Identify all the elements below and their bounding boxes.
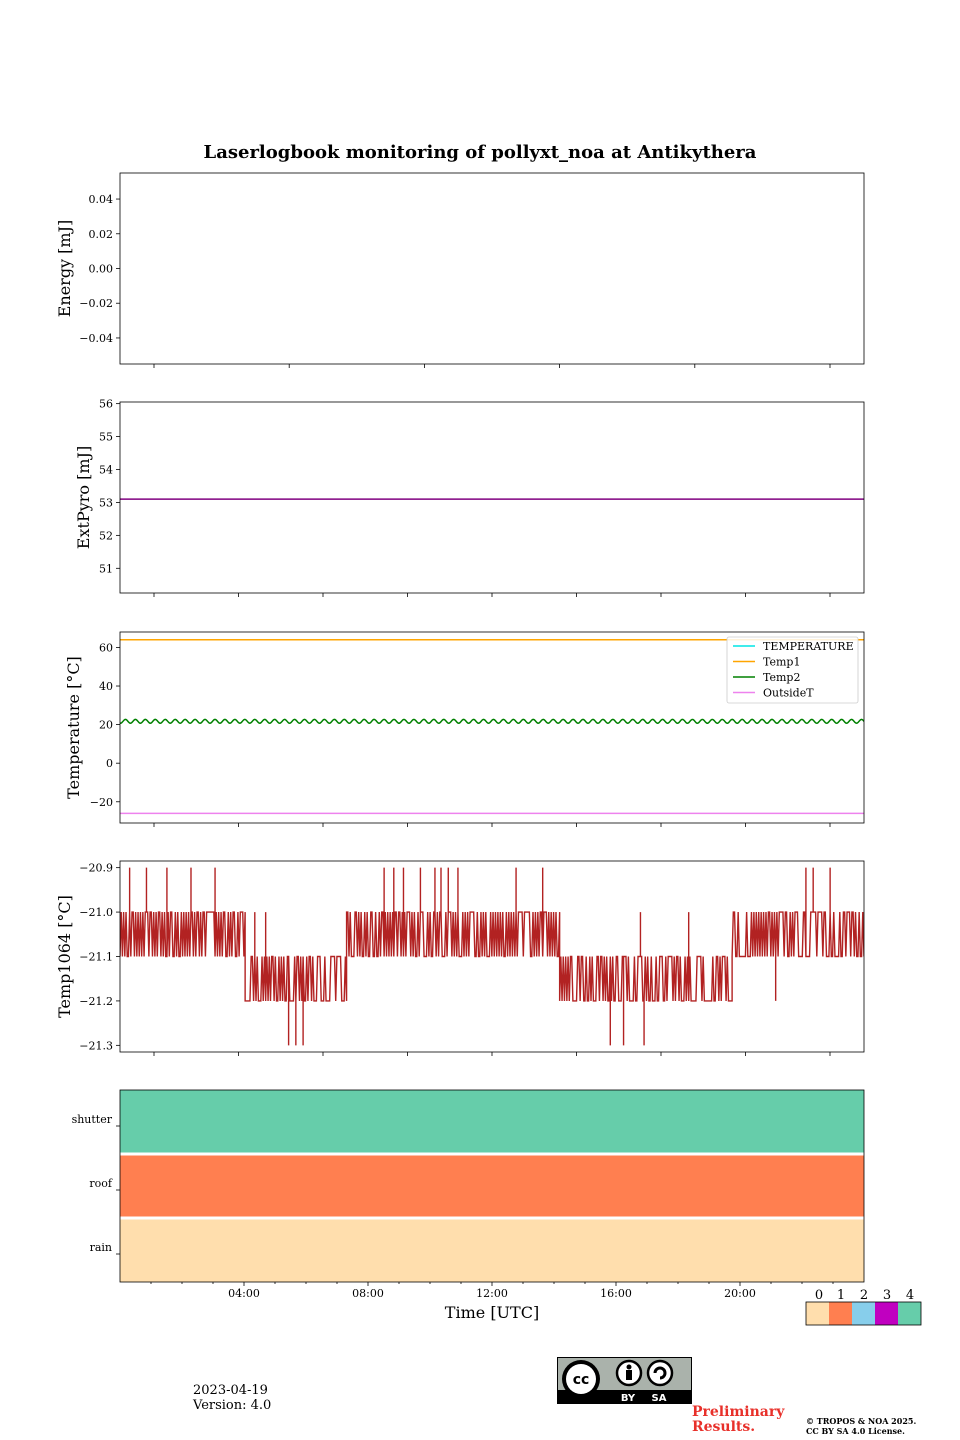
y-tick-label: 0.02 — [89, 228, 114, 241]
y-tick-label: −21.3 — [79, 1039, 113, 1052]
heatmap-row-rain — [120, 1218, 864, 1282]
axes-frame — [119, 631, 865, 824]
row-label: roof — [89, 1177, 113, 1190]
x-tick-label: 04:00 — [228, 1287, 260, 1300]
date-label: 2023-04-19 — [193, 1383, 268, 1398]
colorbar-cell — [829, 1302, 852, 1325]
colorbar-cell — [898, 1302, 921, 1325]
y-tick-label: −0.02 — [79, 297, 113, 310]
series-line-temp1064 — [120, 867, 864, 1046]
legend-box — [726, 636, 859, 704]
y-tick-label: 55 — [99, 431, 113, 444]
figure-title: Laserlogbook monitoring of pollyxt_noa a… — [204, 142, 757, 163]
panel-1: 0.04 0.02 0.00 −0.02 −0.04 Energy [mJ] — [55, 172, 865, 368]
y-tick-label: −21.2 — [79, 995, 113, 1008]
y-tick-label: 53 — [99, 496, 113, 509]
legend-entry: Temp2 — [763, 671, 800, 684]
legend-entry: Temp1 — [763, 656, 800, 669]
panel-4: −20.9 −21.0 −21.1 −21.2 −21.3 Temp1064 [°C] — [55, 860, 865, 1056]
svg-text:cc: cc — [573, 1372, 590, 1388]
y-axis-label: Energy [mJ] — [55, 220, 74, 318]
legend-entry: OutsideT — [763, 687, 814, 700]
sa-arrow-icon — [646, 1359, 674, 1387]
y-axis-label: ExtPyro [mJ] — [74, 446, 93, 549]
panel-5: shutter roof rain 04:00 08:00 12:00 16:00 20:00… — [72, 1089, 922, 1326]
y-tick-label: 0.04 — [89, 193, 114, 206]
y-tick-label: 52 — [99, 529, 113, 542]
colorbar-cell — [806, 1302, 829, 1325]
y-tick-label: −20.9 — [79, 862, 113, 875]
y-tick-label: 40 — [99, 680, 113, 693]
plot-area — [120, 867, 864, 1046]
legend-entry: TEMPERATURE — [763, 640, 854, 653]
row-label: shutter — [72, 1113, 113, 1126]
svg-text:SA: SA — [652, 1393, 667, 1404]
y-tick-label: 56 — [99, 398, 113, 411]
svg-text:BY: BY — [621, 1393, 636, 1404]
y-tick-label: −20 — [90, 796, 113, 809]
row-label: rain — [90, 1241, 112, 1254]
x-tick-label: 08:00 — [352, 1287, 384, 1300]
copyright-line-2: CC BY SA 4.0 License. — [806, 1426, 905, 1436]
y-tick-label: 0.00 — [89, 263, 114, 276]
x-tick-label: 20:00 — [724, 1287, 756, 1300]
y-tick-label: 60 — [99, 641, 113, 654]
colorbar-label: 4 — [906, 1288, 914, 1303]
preliminary-results-note: Preliminary Results. — [692, 1404, 785, 1435]
heatmap-row-shutter — [120, 1090, 864, 1154]
legend: TEMPERATURE Temp1 Temp2 OutsideT — [726, 636, 859, 704]
y-tick-label: 20 — [99, 719, 113, 732]
x-axis-label: Time [UTC] — [445, 1303, 539, 1322]
panel-3: 60 40 20 0 −20 Temperature [°C] TEMPERATURE Tem… — [64, 631, 865, 827]
series-line-Temp2 — [120, 718, 864, 725]
colorbar-cell — [875, 1302, 898, 1325]
y-tick-label: −21.0 — [79, 906, 113, 919]
axes-frame — [119, 860, 865, 1053]
panel-2: 56 55 54 53 52 51 ExtPyro [mJ] — [74, 398, 865, 597]
heatmap-row-roof — [120, 1154, 864, 1218]
y-tick-label: 0 — [106, 757, 113, 770]
axes-frame — [119, 172, 865, 365]
y-tick-label: 54 — [99, 464, 113, 477]
cc-by-sa-badge: cc BY SA — [557, 1357, 692, 1404]
y-axis-label: Temp1064 [°C] — [55, 895, 74, 1018]
version-label: Version: 4.0 — [193, 1398, 272, 1413]
y-tick-label: 51 — [99, 562, 113, 575]
x-tick-label: 12:00 — [476, 1287, 508, 1300]
copyright-line-1: © TROPOS & NOA 2025. — [806, 1416, 917, 1426]
colorbar-label: 1 — [837, 1288, 845, 1303]
colorbar-label: 3 — [883, 1288, 891, 1303]
colorbar-label: 0 — [815, 1288, 823, 1303]
colorbar-cell — [852, 1302, 875, 1325]
y-tick-label: −0.04 — [79, 332, 113, 345]
colorbar-label: 2 — [860, 1288, 868, 1303]
y-tick-label: −21.1 — [79, 951, 113, 964]
y-axis-label: Temperature [°C] — [64, 656, 83, 799]
axes-frame — [119, 401, 865, 594]
x-tick-label: 16:00 — [600, 1287, 632, 1300]
